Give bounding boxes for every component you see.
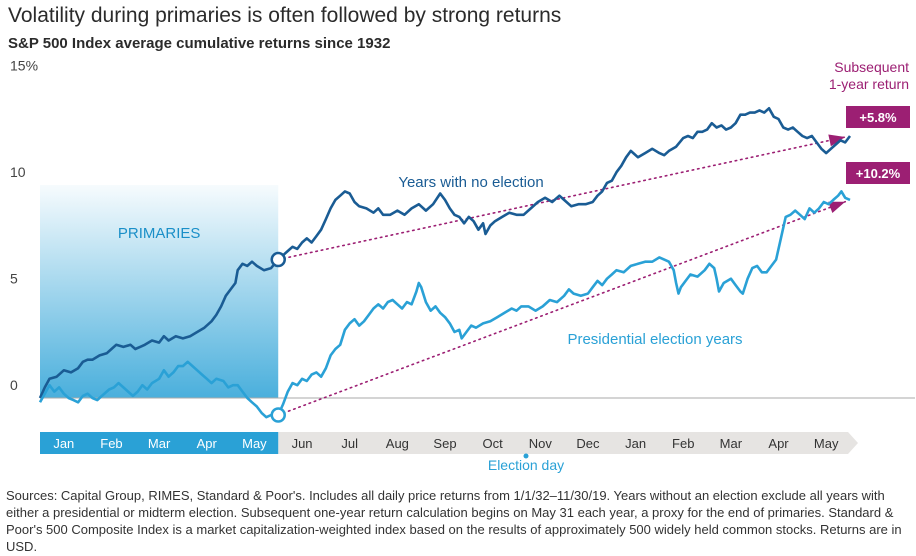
month-label: Jul — [341, 436, 358, 451]
month-label: Jun — [292, 436, 313, 451]
sources-note: Sources: Capital Group, RIMES, Standard … — [6, 488, 902, 554]
series-line-no_election — [38, 107, 852, 399]
chart-title: Volatility during primaries is often fol… — [8, 4, 562, 27]
return-badge-text-no_election: +5.8% — [859, 110, 897, 125]
month-label: Jan — [53, 436, 74, 451]
month-label: Feb — [100, 436, 122, 451]
trend-arrow-no_election — [828, 134, 846, 147]
election-day-dot — [523, 453, 529, 459]
y-axis: 15% 10 5 0 — [10, 58, 915, 399]
month-band-primaries — [40, 432, 279, 454]
y-tick-label: 5 — [10, 271, 18, 287]
chart-annotations: PRIMARIES Years with no election President… — [118, 59, 910, 348]
election-day-label: Election day — [488, 457, 564, 473]
start-marker-no_election — [270, 251, 286, 268]
y-tick-label: 0 — [10, 377, 18, 393]
return-badge-text-presidential: +10.2% — [856, 166, 901, 181]
trend-arrow-presidential — [828, 201, 846, 213]
month-label: Mar — [148, 436, 171, 451]
series-line-presidential — [38, 190, 851, 419]
series-label-no-election: Years with no election — [398, 174, 543, 191]
return-badge-presidential — [846, 162, 910, 184]
chart-canvas: 15% 10 5 0 Jan Feb Mar Apr May Jun Jul Aug Sep Oct No… — [10, 58, 915, 473]
month-label: Nov — [529, 436, 553, 451]
month-label: May — [242, 436, 267, 451]
primaries-band — [40, 185, 279, 398]
month-label: Feb — [672, 436, 694, 451]
month-label: May — [814, 436, 839, 451]
return-badge-no_election — [846, 106, 910, 128]
month-label: Aug — [386, 436, 409, 451]
month-label: Dec — [576, 436, 600, 451]
series-label-presidential: Presidential election years — [567, 331, 742, 348]
month-label: Apr — [768, 436, 789, 451]
month-label: Apr — [197, 436, 218, 451]
series-lines — [38, 107, 852, 423]
month-label: Oct — [483, 436, 504, 451]
subsequent-label-line2: 1-year return — [829, 76, 909, 92]
trend-line-no_election — [277, 136, 847, 261]
y-tick-label: 15% — [10, 58, 38, 74]
month-axis-band: Jan Feb Mar Apr May Jun Jul Aug Sep Oct Nov Dec Jan F… — [40, 432, 858, 473]
month-label: Jan — [625, 436, 646, 451]
primaries-label: PRIMARIES — [118, 225, 201, 242]
subsequent-label-line1: Subsequent — [834, 59, 909, 75]
start-marker-presidential — [270, 407, 286, 423]
month-label: Mar — [720, 436, 743, 451]
month-label: Sep — [433, 436, 456, 451]
y-tick-label: 10 — [10, 164, 26, 180]
trend-lines — [277, 134, 847, 416]
chart-subtitle: S&P 500 Index average cumulative returns… — [8, 35, 391, 52]
trend-line-presidential — [277, 200, 847, 416]
month-band-post — [278, 432, 858, 454]
